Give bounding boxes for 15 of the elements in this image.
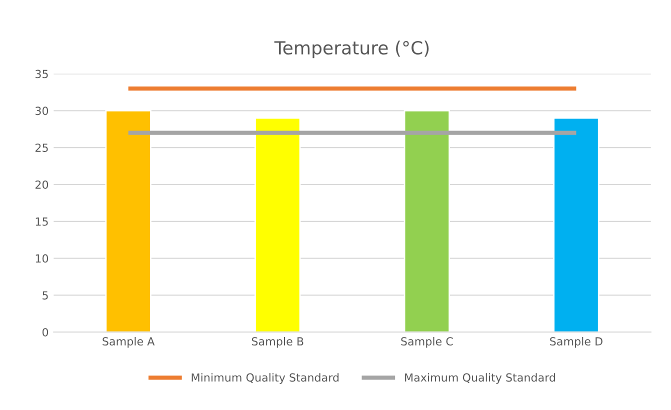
chart-title: Temperature (°C) [274, 40, 429, 58]
y-tick-label: 35 [36, 70, 48, 78]
x-tick-label: Sample B [252, 336, 304, 348]
y-tick-label: 20 [35, 180, 48, 189]
x-tick-label: Sample C [401, 336, 453, 348]
y-tick-label: 15 [36, 218, 48, 226]
y-tick-label: 25 [35, 144, 48, 152]
y-tick-label: 30 [36, 106, 48, 116]
legend-label: Minimum Quality Standard [192, 373, 339, 384]
x-tick-label: Sample D [550, 336, 602, 348]
y-tick-label: 0 [42, 328, 48, 336]
x-tick-label: Sample A [102, 336, 155, 348]
legend-label: Maximum Quality Standard [405, 373, 556, 384]
y-tick-label: 10 [36, 254, 48, 263]
y-tick-label: 5 [42, 291, 48, 300]
